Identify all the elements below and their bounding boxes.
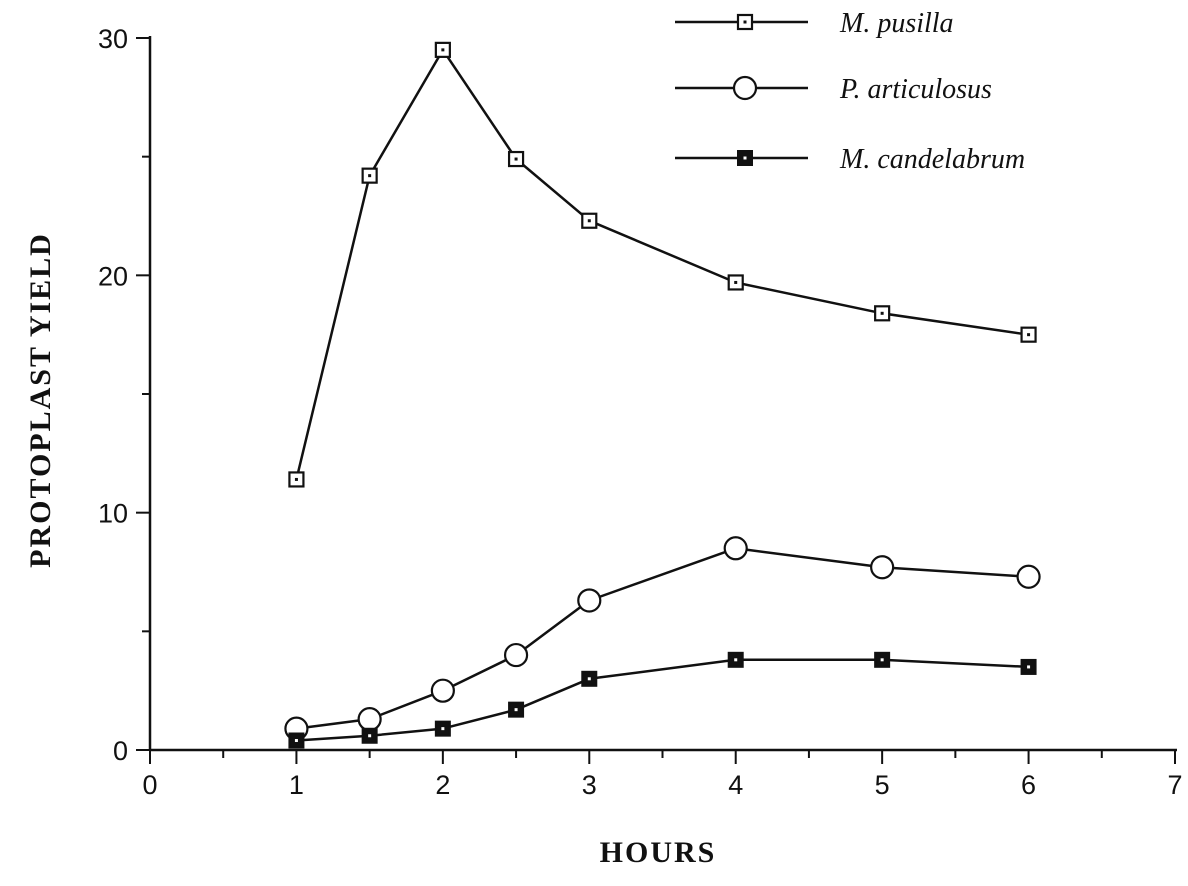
legend-marker	[736, 13, 754, 31]
data-point	[361, 167, 378, 184]
data-point	[361, 727, 378, 744]
data-point	[1020, 658, 1037, 675]
legend-item: M. candelabrum	[675, 144, 1025, 175]
legend-label: P. articulosus	[839, 74, 992, 105]
legend-item: M. pusilla	[675, 8, 954, 39]
marker-center-dot	[294, 477, 298, 481]
legend-item: P. articulosus	[675, 74, 992, 105]
marker-center-dot	[734, 280, 738, 284]
x-tick-label: 4	[728, 770, 743, 800]
x-tick-label: 7	[1167, 770, 1182, 800]
data-point	[723, 536, 748, 561]
data-point	[508, 701, 525, 718]
series-line	[296, 658, 1029, 742]
marker-center-dot	[514, 708, 518, 712]
x-tick-label: 1	[289, 770, 304, 800]
marker-center-dot	[880, 311, 884, 315]
x-axis-ticks: 0 1 2 3 4 5 6 7	[142, 750, 1183, 800]
marker-center-dot	[1027, 333, 1031, 337]
data-point	[1020, 326, 1037, 343]
data-point	[1016, 564, 1041, 589]
x-tick-label: 2	[435, 770, 450, 800]
data-point	[874, 651, 891, 668]
data-point	[288, 471, 305, 488]
marker-center-dot	[587, 677, 591, 681]
legend-marker	[732, 75, 758, 101]
marker-center-dot	[880, 658, 884, 662]
series-m-pusilla	[288, 41, 1037, 488]
data-point	[870, 555, 895, 580]
y-axis-ticks: 0 10 20 30	[98, 24, 150, 766]
legend-marker	[737, 150, 753, 166]
marker-center-dot	[368, 734, 372, 738]
legend: M. pusilla P. articulosus M. candelabrum	[675, 8, 1025, 175]
data-point	[357, 707, 382, 732]
marker-center-dot	[587, 219, 591, 223]
marker-center-dot	[294, 739, 298, 743]
data-point	[430, 678, 455, 703]
marker-center-dot	[743, 20, 747, 24]
marker-center-dot	[734, 658, 738, 662]
x-tick-label: 6	[1021, 770, 1036, 800]
x-tick-label: 5	[875, 770, 890, 800]
data-point	[288, 732, 305, 749]
legend-label: M. candelabrum	[839, 144, 1025, 175]
y-axis-title: PROTOPLAST YIELD	[24, 232, 57, 568]
data-point	[577, 588, 602, 613]
y-tick-label: 30	[98, 24, 128, 54]
marker-center-dot	[441, 727, 445, 731]
data-point	[434, 41, 451, 58]
data-point	[727, 274, 744, 291]
data-point	[581, 670, 598, 687]
series-p-articulosus	[284, 536, 1041, 741]
x-axis-title: HOURS	[600, 836, 717, 869]
y-tick-label: 20	[98, 261, 128, 291]
x-tick-label: 3	[582, 770, 597, 800]
data-point	[727, 651, 744, 668]
marker-center-dot	[1027, 665, 1031, 669]
y-tick-label: 10	[98, 499, 128, 529]
data-point	[581, 212, 598, 229]
series-m-candelabrum	[288, 651, 1037, 749]
data-point	[874, 305, 891, 322]
marker-center-dot	[514, 157, 518, 161]
marker-center-dot	[368, 174, 372, 178]
marker-center-dot	[743, 156, 747, 160]
series-line	[295, 48, 1029, 480]
data-point	[434, 720, 451, 737]
marker-center-dot	[441, 48, 445, 52]
plot-area	[284, 41, 1041, 749]
series-line	[296, 547, 1029, 730]
data-point	[507, 150, 525, 168]
y-tick-label: 0	[113, 736, 128, 766]
x-tick-label: 0	[142, 770, 157, 800]
legend-label: M. pusilla	[839, 8, 954, 39]
data-point	[503, 642, 529, 668]
